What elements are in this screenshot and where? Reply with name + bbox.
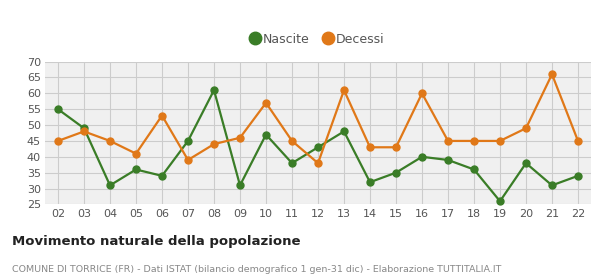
Text: COMUNE DI TORRICE (FR) - Dati ISTAT (bilancio demografico 1 gen-31 dic) - Elabor: COMUNE DI TORRICE (FR) - Dati ISTAT (bil… [12, 265, 502, 274]
Legend: Nascite, Decessi: Nascite, Decessi [247, 28, 389, 51]
Text: Movimento naturale della popolazione: Movimento naturale della popolazione [12, 235, 301, 248]
